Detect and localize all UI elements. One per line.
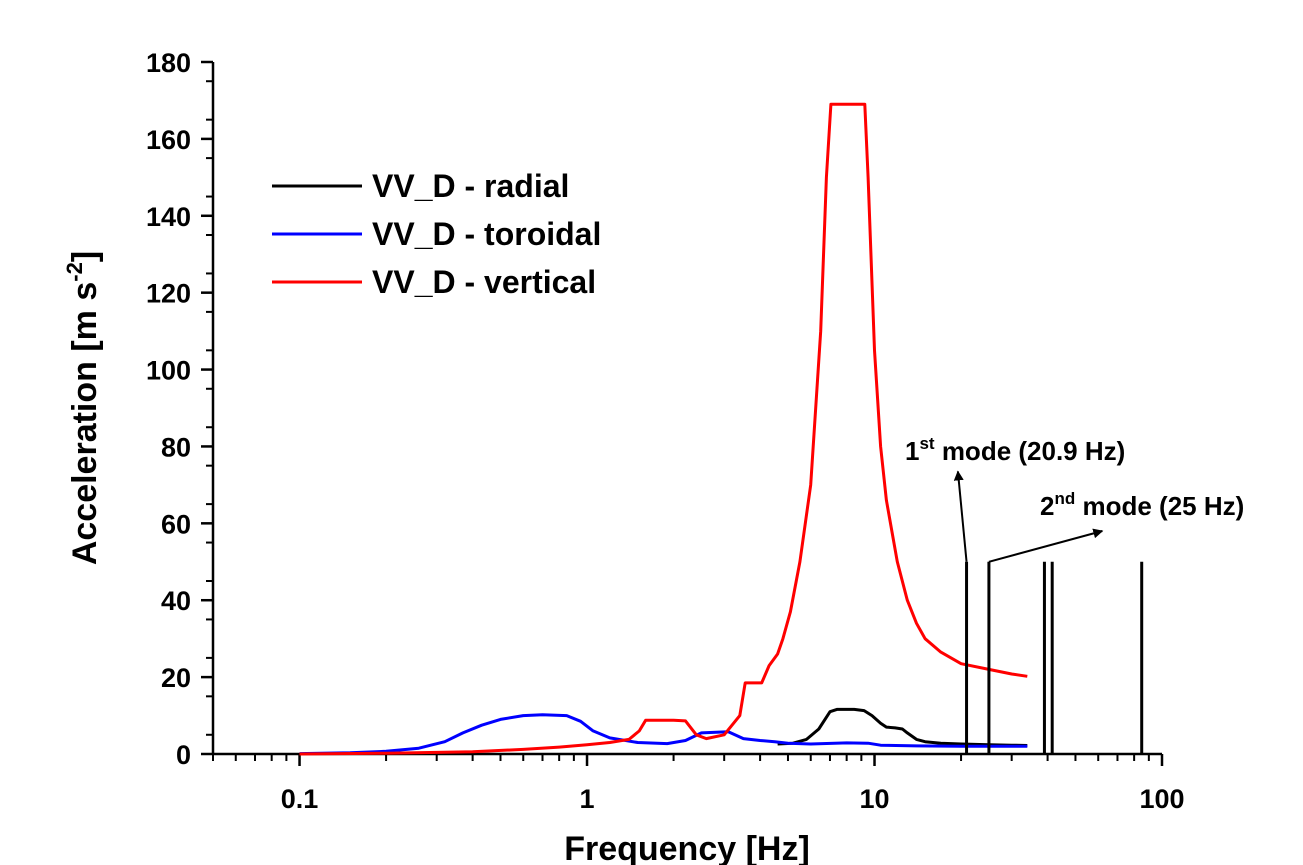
y-tick-label: 140	[146, 202, 191, 232]
legend-label-3: VV_D - vertical	[372, 264, 596, 300]
series-line-3	[299, 102, 1028, 756]
y-tick-label: 100	[146, 356, 191, 386]
mode-label-superscript: nd	[1054, 489, 1075, 508]
mode-annotations: 1st mode (20.9 Hz) 2nd mode (25 Hz)	[905, 434, 1244, 563]
legend-label-1: VV_D - radial	[372, 168, 569, 204]
x-tick-label: 0.1	[281, 784, 319, 814]
series-line-2	[299, 713, 1028, 756]
legend-label-2: VV_D - toroidal	[372, 216, 601, 252]
axis-ticks: 0 20 40 60 80 100 120 140 160 180 0.1 1 10 100	[146, 48, 1185, 814]
x-tick-label: 10	[859, 784, 889, 814]
y-tick-label: 40	[161, 586, 191, 616]
mode-label-text: mode (25 Hz)	[1075, 491, 1244, 521]
mode-label-1: 1st mode (20.9 Hz)	[905, 434, 1125, 466]
y-tick-label: 60	[161, 509, 191, 539]
legend: VV_D - radial VV_D - toroidal VV_D - verti…	[272, 168, 601, 300]
axes	[211, 62, 1162, 756]
data-series	[299, 102, 1028, 756]
y-tick-label: 80	[161, 432, 191, 462]
mode-markers	[965, 561, 1144, 754]
y-tick-label: 160	[146, 125, 191, 155]
mode-label-2: 2nd mode (25 Hz)	[1040, 489, 1244, 521]
y-tick-label: 20	[161, 663, 191, 693]
y-axis-title-suffix: ]	[66, 251, 104, 262]
y-axis-title: Acceleration [m s-2]	[62, 251, 104, 565]
x-tick-label: 1	[580, 784, 595, 814]
series-line-1	[777, 707, 1028, 747]
x-axis-title: Frequency [Hz]	[564, 830, 810, 865]
y-axis-title-superscript: -2	[62, 262, 87, 282]
mode-arrow-1	[953, 470, 968, 562]
mode-label-number: 2	[1040, 491, 1054, 521]
mode-label-superscript: st	[919, 434, 934, 453]
y-axis-title-main: Acceleration [m s	[66, 282, 104, 565]
y-tick-label: 0	[176, 740, 191, 770]
mode-label-number: 1	[905, 436, 919, 466]
mode-arrow-2	[988, 528, 1104, 563]
mode-label-text: mode (20.9 Hz)	[935, 436, 1126, 466]
x-tick-label: 100	[1139, 784, 1184, 814]
y-tick-label: 180	[146, 48, 191, 78]
y-tick-label: 120	[146, 279, 191, 309]
